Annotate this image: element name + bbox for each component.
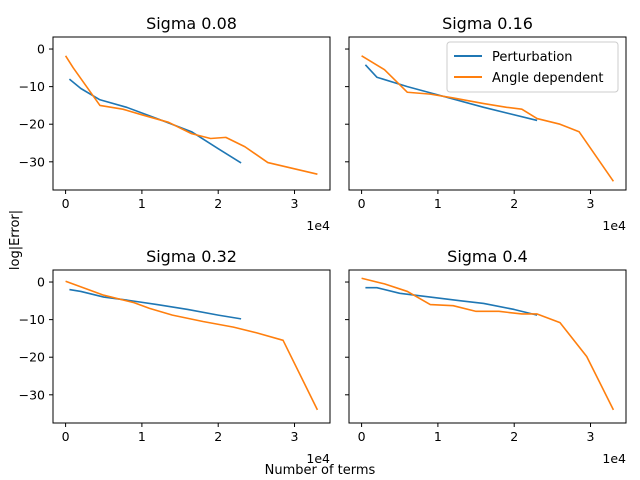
subplot-1: 0 1 2 3 1e4 0 −10 −20 −30 Sigma 0.08 — [19, 14, 331, 233]
x-tick-label: 2 — [214, 196, 222, 211]
x-offset-label: 1e4 — [306, 451, 330, 466]
legend-label-angle-dependent: Angle dependent — [492, 71, 603, 86]
x-tick-label: 1 — [434, 196, 442, 211]
series-line-angle-dependent — [361, 55, 615, 182]
y-tick-label: −20 — [19, 117, 45, 132]
figure-ylabel: log|Error| — [8, 210, 23, 270]
axes-frame — [348, 36, 627, 191]
series-line-perturbation — [68, 78, 242, 164]
y-tick-label: −30 — [19, 387, 45, 402]
figure-xlabel: Number of terms — [265, 463, 376, 478]
x-offset-label: 1e4 — [602, 451, 626, 466]
series-line-angle-dependent — [361, 277, 615, 411]
series-line-angle-dependent — [64, 55, 318, 175]
legend: Perturbation Angle dependent — [446, 41, 619, 93]
x-tick-label: 0 — [62, 429, 70, 444]
y-tick-label: −10 — [19, 312, 45, 327]
subplots: 0 1 2 3 1e4 0 −10 −20 −30 Sigma 0.08 0 1 2 3 1e4 Sigma … — [19, 14, 627, 466]
series-line-perturbation — [364, 64, 538, 122]
axes-frame — [348, 269, 627, 424]
subplot-4: 0 1 2 3 1e4 Sigma 0.4 — [345, 247, 627, 466]
axes-frame — [52, 36, 331, 191]
y-tick-label: −10 — [19, 79, 45, 94]
x-tick-label: 2 — [510, 196, 518, 211]
x-tick-label: 2 — [510, 429, 518, 444]
legend-box — [446, 41, 619, 93]
x-tick-label: 1 — [138, 196, 146, 211]
x-tick-label: 1 — [434, 429, 442, 444]
series-line-perturbation — [365, 286, 538, 316]
y-tick-label: −30 — [19, 154, 45, 169]
x-tick-label: 0 — [62, 196, 70, 211]
x-tick-label: 3 — [291, 196, 299, 211]
y-tick-label: −20 — [19, 350, 45, 365]
x-tick-label: 1 — [138, 429, 146, 444]
x-tick-label: 0 — [358, 429, 366, 444]
y-tick-label: 0 — [37, 42, 45, 57]
x-tick-label: 3 — [291, 429, 299, 444]
axes-frame — [52, 269, 331, 424]
series-line-angle-dependent — [65, 280, 319, 411]
x-offset-label: 1e4 — [306, 218, 330, 233]
subplot-title: Sigma 0.08 — [146, 14, 237, 33]
x-offset-label: 1e4 — [602, 218, 626, 233]
legend-label-perturbation: Perturbation — [492, 50, 573, 65]
x-tick-label: 0 — [358, 196, 366, 211]
subplot-title: Sigma 0.16 — [442, 14, 533, 33]
x-tick-label: 3 — [587, 429, 595, 444]
x-tick-label: 3 — [587, 196, 595, 211]
subplot-title: Sigma 0.4 — [447, 247, 528, 266]
x-tick-label: 2 — [214, 429, 222, 444]
subplot-3: 0 1 2 3 1e4 0 −10 −20 −30 Sigma 0.32 — [19, 247, 331, 466]
y-tick-label: 0 — [37, 275, 45, 290]
series-line-perturbation — [69, 288, 242, 320]
subplot-title: Sigma 0.32 — [146, 247, 237, 266]
subplot-2: 0 1 2 3 1e4 Sigma 0.16 — [345, 14, 627, 233]
